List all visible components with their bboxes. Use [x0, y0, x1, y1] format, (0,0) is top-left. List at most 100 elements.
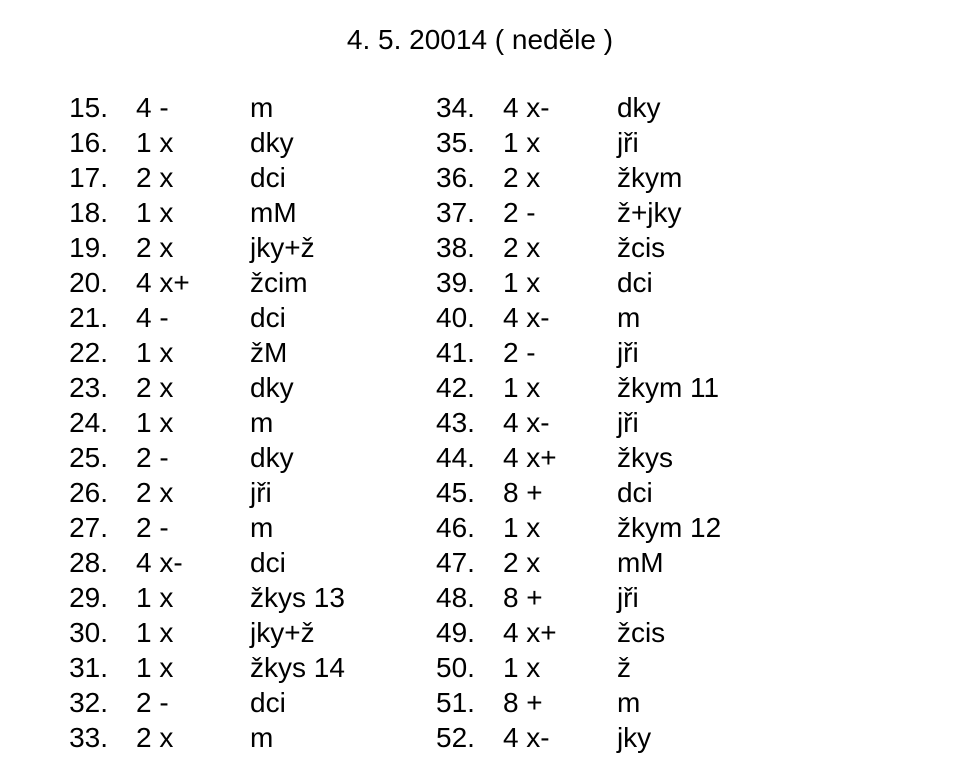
list-row: 30.1 xjky+ž [48, 615, 345, 650]
row-code: 1 x [108, 580, 226, 615]
row-code: 8 + [475, 475, 593, 510]
row-value: dci [226, 685, 286, 720]
list-row: 22.1 xžM [48, 335, 345, 370]
row-number: 24. [48, 405, 108, 440]
row-number: 16. [48, 125, 108, 160]
list-row: 35.1 xjři [415, 125, 721, 160]
row-value: žcis [593, 615, 665, 650]
list-row: 44.4 x+žkys [415, 440, 721, 475]
row-code: 2 - [108, 440, 226, 475]
row-code: 4 x+ [108, 265, 226, 300]
list-row: 38.2 xžcis [415, 230, 721, 265]
row-number: 39. [415, 265, 475, 300]
row-code: 1 x [108, 615, 226, 650]
row-value: dky [593, 90, 661, 125]
list-row: 52.4 x-jky [415, 720, 721, 755]
list-row: 32.2 -dci [48, 685, 345, 720]
row-code: 2 x [108, 160, 226, 195]
list-row: 46.1 xžkym 12 [415, 510, 721, 545]
row-code: 8 + [475, 580, 593, 615]
row-number: 23. [48, 370, 108, 405]
row-value: jky [593, 720, 651, 755]
row-number: 43. [415, 405, 475, 440]
list-row: 17.2 xdci [48, 160, 345, 195]
row-number: 37. [415, 195, 475, 230]
list-row: 43.4 x-jři [415, 405, 721, 440]
row-value: žcim [226, 265, 308, 300]
row-code: 1 x [475, 125, 593, 160]
list-row: 15.4 -m [48, 90, 345, 125]
list-row: 45.8 +dci [415, 475, 721, 510]
list-row: 41.2 -jři [415, 335, 721, 370]
row-number: 21. [48, 300, 108, 335]
row-value: dci [226, 160, 286, 195]
row-number: 40. [415, 300, 475, 335]
list-row: 29.1 xžkys 13 [48, 580, 345, 615]
list-row: 16.1 xdky [48, 125, 345, 160]
list-row: 28.4 x-dci [48, 545, 345, 580]
row-code: 2 - [108, 685, 226, 720]
row-number: 25. [48, 440, 108, 475]
row-code: 2 - [108, 510, 226, 545]
row-value: dci [593, 265, 653, 300]
row-number: 31. [48, 650, 108, 685]
row-number: 47. [415, 545, 475, 580]
list-row: 40.4 x-m [415, 300, 721, 335]
row-value: mM [226, 195, 297, 230]
row-number: 15. [48, 90, 108, 125]
row-code: 2 x [108, 370, 226, 405]
list-row: 27.2 -m [48, 510, 345, 545]
right-column: 34.4 x-dky35.1 xjři36.2 xžkym37.2 -ž+jky… [415, 90, 721, 755]
row-value: dci [226, 545, 286, 580]
row-value: žkym 11 [593, 370, 719, 405]
list-row: 20.4 x+žcim [48, 265, 345, 300]
row-number: 45. [415, 475, 475, 510]
row-value: m [593, 685, 640, 720]
row-code: 4 x- [108, 545, 226, 580]
row-value: m [226, 720, 273, 755]
row-number: 51. [415, 685, 475, 720]
row-number: 48. [415, 580, 475, 615]
row-code: 2 x [108, 475, 226, 510]
list-row: 18.1 xmM [48, 195, 345, 230]
row-value: jři [593, 125, 639, 160]
list-row: 47.2 xmM [415, 545, 721, 580]
row-value: žkym [593, 160, 682, 195]
row-number: 17. [48, 160, 108, 195]
row-number: 33. [48, 720, 108, 755]
row-value: žcis [593, 230, 665, 265]
row-number: 50. [415, 650, 475, 685]
row-code: 2 - [475, 195, 593, 230]
page-title: 4. 5. 20014 ( neděle ) [40, 24, 920, 56]
row-code: 2 - [475, 335, 593, 370]
row-number: 35. [415, 125, 475, 160]
row-code: 2 x [108, 720, 226, 755]
row-value: dci [593, 475, 653, 510]
row-code: 1 x [108, 335, 226, 370]
row-code: 2 x [108, 230, 226, 265]
list-row: 26.2 xjři [48, 475, 345, 510]
row-value: m [593, 300, 640, 335]
row-number: 20. [48, 265, 108, 300]
row-value: jky+ž [226, 615, 315, 650]
row-value: ž+jky [593, 195, 682, 230]
row-code: 1 x [475, 650, 593, 685]
row-number: 30. [48, 615, 108, 650]
row-value: m [226, 510, 273, 545]
list-row: 24.1 xm [48, 405, 345, 440]
list-row: 36.2 xžkym [415, 160, 721, 195]
row-number: 32. [48, 685, 108, 720]
row-code: 1 x [108, 650, 226, 685]
row-number: 42. [415, 370, 475, 405]
row-number: 44. [415, 440, 475, 475]
left-column: 15.4 -m16.1 xdky17.2 xdci18.1 xmM19.2 xj… [48, 90, 345, 755]
row-number: 36. [415, 160, 475, 195]
row-number: 46. [415, 510, 475, 545]
row-number: 18. [48, 195, 108, 230]
row-code: 2 x [475, 230, 593, 265]
list-row: 51.8 +m [415, 685, 721, 720]
row-code: 8 + [475, 685, 593, 720]
row-value: m [226, 90, 273, 125]
row-number: 29. [48, 580, 108, 615]
row-value: žkys 14 [226, 650, 345, 685]
